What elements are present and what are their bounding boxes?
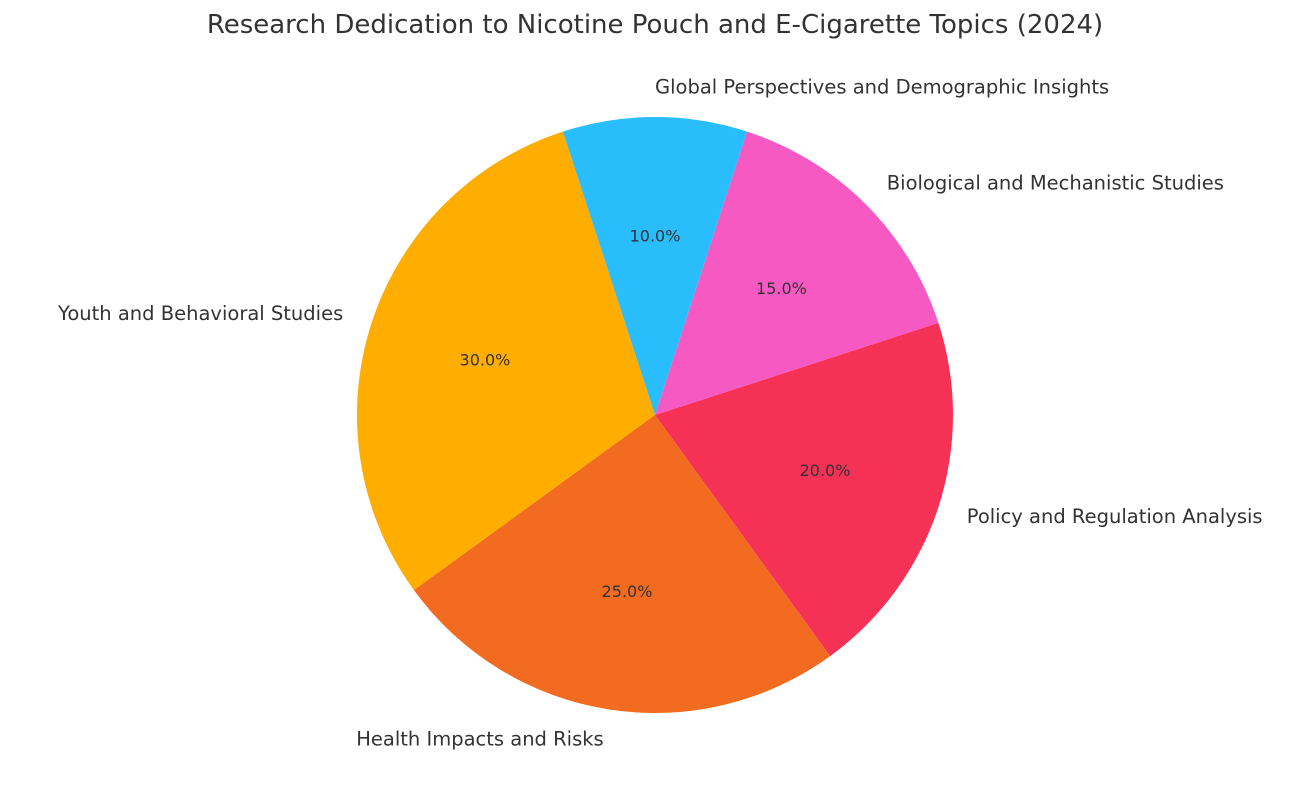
category-label-youth-and-behavioral-studies: Youth and Behavioral Studies	[57, 302, 343, 325]
pie-slice-youth-and-behavioral-studies	[356, 131, 655, 591]
category-label-policy-and-regulation-analysis: Policy and Regulation Analysis	[967, 505, 1263, 528]
category-label-global-perspectives-and-demographic-insights: Global Perspectives and Demographic Insi…	[655, 76, 1109, 99]
pie-slice-health-impacts-and-risks	[413, 415, 831, 714]
category-labels: Youth and Behavioral Studies Health Impac…	[57, 76, 1263, 751]
percentage-label-health-impacts-and-risks: 25.0%	[602, 582, 653, 601]
pie-slice-policy-and-regulation-analysis	[655, 322, 953, 657]
category-label-health-impacts-and-risks: Health Impacts and Risks	[356, 727, 604, 750]
pie-slices	[356, 117, 953, 714]
percentage-label-youth-and-behavioral-studies: 30.0%	[460, 350, 511, 369]
percentage-labels: 30.0% 25.0% 20.0% 15.0% 10.0%	[460, 227, 851, 601]
percentage-label-policy-and-regulation-analysis: 20.0%	[800, 461, 851, 480]
percentage-label-biological-and-mechanistic-studies: 15.0%	[756, 279, 807, 298]
pie-slice-global-perspectives-and-demographic-insights	[562, 117, 748, 415]
pie-slice-biological-and-mechanistic-studies	[655, 131, 939, 415]
chart-title: Research Dedication to Nicotine Pouch an…	[207, 10, 1103, 40]
category-label-biological-and-mechanistic-studies: Biological and Mechanistic Studies	[887, 172, 1224, 195]
percentage-label-global-perspectives-and-demographic-insights: 10.0%	[630, 227, 681, 246]
